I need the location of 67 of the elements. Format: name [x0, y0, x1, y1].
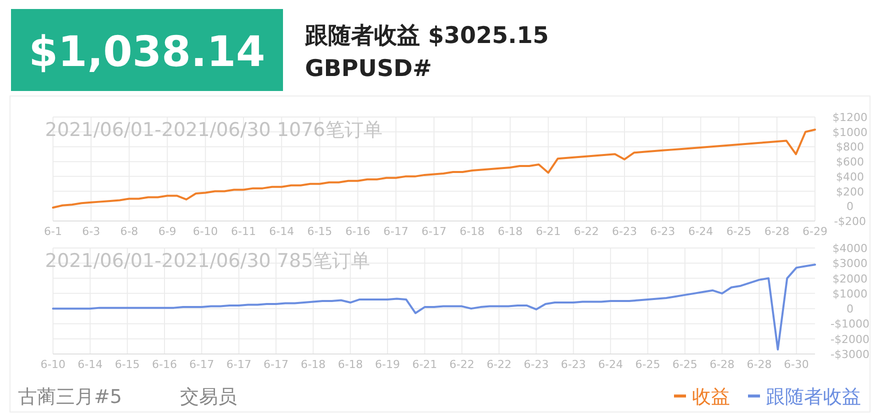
- y-tick-label: $4000: [832, 242, 868, 255]
- legend-label: 收益: [692, 386, 730, 408]
- x-tick-label: 6-23: [524, 358, 549, 371]
- x-tick-label: 6-18: [498, 225, 523, 238]
- x-tick-label: 6-24: [598, 358, 624, 371]
- x-tick-label: 6-24: [688, 225, 714, 238]
- text: 交易员: [180, 386, 237, 408]
- x-tick-label: 6-17: [383, 225, 408, 238]
- x-tick-label: 6-19: [375, 358, 400, 371]
- x-tick-label: 6-25: [635, 358, 660, 371]
- legend-label: 跟随者收益: [766, 386, 861, 408]
- x-tick-label: 6-10: [40, 358, 66, 371]
- text: $1,038.14: [28, 27, 266, 76]
- x-tick-label: 6-30: [784, 358, 809, 371]
- x-tick-label: 6-22: [449, 358, 474, 371]
- x-tick-label: 6-15: [114, 358, 140, 371]
- x-tick-label: 6-18: [460, 225, 485, 238]
- y-tick-label: 0: [846, 302, 854, 316]
- x-tick-label: 6-25: [726, 225, 752, 238]
- x-tick-label: 6-21: [412, 358, 438, 371]
- y-tick-label: 0: [846, 200, 854, 214]
- x-tick-label: 6-23: [560, 358, 586, 371]
- x-tick-label: 6-3: [82, 225, 100, 238]
- x-tick-label: 6-1: [44, 225, 62, 238]
- y-tick-label: $1000: [832, 287, 868, 300]
- x-tick-label: 6-25: [672, 358, 698, 371]
- y-tick-label: -$200: [834, 215, 866, 228]
- x-tick-label: 6-18: [300, 358, 326, 371]
- x-tick-label: 6-18: [338, 358, 363, 371]
- x-tick-label: 6-17: [189, 358, 214, 371]
- text: GBPUSD#: [305, 56, 432, 82]
- y-tick-label: $800: [836, 140, 864, 154]
- y-tick-label: $3000: [832, 257, 868, 270]
- x-tick-label: 6-22: [486, 358, 512, 371]
- x-tick-label: 6-28: [710, 358, 735, 371]
- x-tick-label: 6-21: [536, 225, 561, 238]
- chart-title: 2021/06/01-2021/06/30 785笔订单: [45, 250, 370, 272]
- y-tick-label: $200: [836, 185, 864, 198]
- x-tick-label: 6-28: [764, 225, 790, 238]
- x-tick-label: 6-23: [650, 225, 676, 238]
- x-tick-label: 6-16: [152, 358, 177, 371]
- y-tick-label: $400: [836, 170, 864, 184]
- x-tick-label: 6-23: [612, 225, 637, 238]
- x-tick-label: 6-28: [746, 358, 772, 371]
- x-tick-label: 6-14: [78, 358, 103, 371]
- y-tick-label: -$3000: [830, 348, 870, 361]
- x-tick-label: 6-8: [120, 225, 138, 238]
- x-tick-label: 6-22: [574, 225, 599, 238]
- x-tick-label: 6-14: [269, 225, 294, 238]
- x-tick-label: 6-17: [422, 225, 446, 238]
- text: 古蔺三月#5: [18, 386, 122, 408]
- x-tick-label: 6-17: [226, 358, 252, 371]
- y-tick-label: $1000: [832, 126, 868, 139]
- y-tick-label: $1200: [832, 111, 868, 124]
- y-tick-label: -$1000: [830, 318, 870, 331]
- x-tick-label: 6-29: [802, 225, 828, 238]
- x-tick-label: 6-10: [192, 225, 218, 238]
- text: 跟随者收益 $3025.15: [304, 23, 549, 49]
- chart-title: 2021/06/01-2021/06/30 1076笔订单: [45, 119, 382, 141]
- x-tick-label: 6-11: [231, 225, 256, 238]
- y-tick-label: $2000: [832, 272, 868, 286]
- y-tick-label: -$2000: [830, 332, 870, 346]
- x-tick-label: 6-9: [158, 225, 176, 238]
- x-tick-label: 6-17: [264, 358, 289, 371]
- x-tick-label: 6-16: [345, 225, 370, 238]
- y-tick-label: $600: [836, 156, 864, 169]
- x-tick-label: 6-15: [307, 225, 332, 238]
